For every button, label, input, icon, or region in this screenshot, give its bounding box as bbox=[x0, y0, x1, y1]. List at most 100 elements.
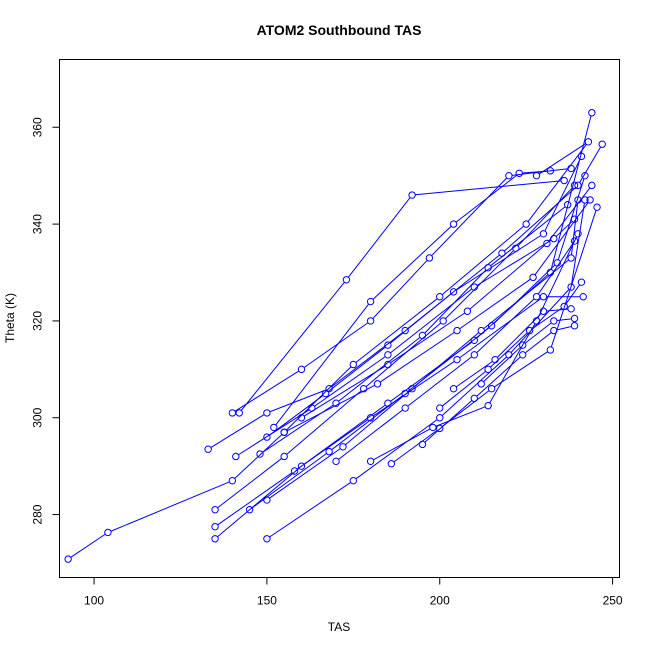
series-10-segment-0 bbox=[240, 281, 345, 411]
series-15-segment-2 bbox=[469, 245, 545, 310]
series-21-segment-2 bbox=[546, 308, 568, 312]
series-5-point-5 bbox=[570, 181, 579, 190]
series-2-point-5 bbox=[574, 181, 582, 190]
chart-title: ATOM2 Southbound TAS bbox=[257, 22, 422, 38]
series-4-segment-2 bbox=[372, 361, 455, 417]
series-10-point-1 bbox=[342, 276, 351, 284]
series-12-point-0 bbox=[270, 423, 278, 432]
series-14-point-3 bbox=[529, 273, 537, 282]
x-tick-label-3: 250 bbox=[603, 594, 623, 608]
series-20-segment-2 bbox=[531, 307, 562, 330]
series-5-point-0 bbox=[211, 506, 219, 514]
series-6-point-3 bbox=[425, 254, 434, 262]
series-4-segment-3 bbox=[459, 298, 542, 359]
series-14-segment-0 bbox=[286, 384, 375, 432]
series-2-point-0 bbox=[204, 445, 212, 453]
x-axis: 100 150 200 250 bbox=[84, 577, 623, 608]
series-0-point-8 bbox=[532, 171, 541, 180]
series-5-point-3 bbox=[439, 317, 447, 325]
series-17-point-2 bbox=[484, 401, 492, 410]
series-13-segment-2 bbox=[424, 269, 487, 334]
series-0-point-4 bbox=[349, 360, 358, 369]
series-15-point-0 bbox=[297, 414, 306, 422]
series-20-point-1 bbox=[484, 365, 492, 374]
series-10-point-2 bbox=[408, 191, 416, 199]
series-7-point-3 bbox=[470, 283, 479, 291]
series-4-point-1 bbox=[290, 467, 299, 475]
series-11-point-5 bbox=[577, 152, 586, 161]
series-0-point-5 bbox=[436, 293, 444, 301]
series-13-point-4 bbox=[563, 201, 572, 209]
x-tick-label-1: 150 bbox=[257, 594, 277, 608]
series-1-segment-0 bbox=[217, 467, 300, 538]
series-4-point-5 bbox=[579, 293, 587, 301]
series-14-point-4 bbox=[586, 196, 594, 204]
series-21-point-3 bbox=[567, 305, 575, 313]
series-11-segment-0 bbox=[269, 395, 324, 436]
series-0-segment-5 bbox=[441, 225, 525, 296]
series-9-point-2 bbox=[408, 384, 416, 393]
series-17-segment-1 bbox=[435, 406, 486, 427]
series-22-segment-2 bbox=[556, 318, 572, 322]
series-22-segment-1 bbox=[524, 322, 552, 344]
series-12-point-3 bbox=[515, 169, 523, 177]
series-8-segment-3 bbox=[493, 264, 556, 324]
y-tick-label-3: 340 bbox=[31, 214, 45, 234]
series-4-point-4 bbox=[539, 293, 548, 301]
series-1-point-5 bbox=[588, 109, 596, 117]
y-tick-label-1: 300 bbox=[31, 407, 45, 427]
series-6-point-1 bbox=[297, 365, 306, 374]
series-0-segment-0 bbox=[70, 533, 106, 558]
series-6-point-5 bbox=[567, 164, 575, 173]
series-0-point-2 bbox=[228, 476, 237, 485]
series-8-point-2 bbox=[401, 389, 409, 398]
series-5-segment-2 bbox=[365, 322, 442, 388]
series-11-point-2 bbox=[384, 341, 392, 349]
series-18-point-2 bbox=[487, 384, 496, 393]
series-21-segment-0 bbox=[455, 361, 493, 388]
series-18-point-4 bbox=[593, 203, 601, 211]
series-0-point-0 bbox=[64, 555, 72, 563]
series-9-point-3 bbox=[477, 326, 485, 335]
series-7-point-4 bbox=[550, 234, 558, 243]
series-7-segment-2 bbox=[390, 288, 473, 354]
series-21-point-2 bbox=[539, 307, 548, 315]
series-11-point-3 bbox=[449, 288, 458, 296]
series-0-segment-4 bbox=[355, 298, 438, 363]
series-15-point-3 bbox=[543, 239, 551, 248]
series-0-segment-7 bbox=[538, 143, 586, 175]
series-16-segment-0 bbox=[338, 409, 403, 460]
series-8-segment-1 bbox=[331, 395, 403, 451]
series-7-point-2 bbox=[384, 351, 392, 359]
series-6-point-2 bbox=[366, 317, 375, 325]
plot-frame bbox=[59, 59, 620, 578]
series-12-point-4 bbox=[546, 167, 555, 175]
series-20-segment-0 bbox=[441, 370, 486, 407]
series-0-point-1 bbox=[104, 528, 112, 537]
series-18-point-3 bbox=[546, 346, 555, 354]
series-9-point-1 bbox=[339, 443, 347, 451]
series-5-segment-1 bbox=[286, 390, 362, 455]
series-10-point-3 bbox=[560, 176, 568, 185]
y-axis: 280 300 320 340 360 bbox=[31, 117, 60, 525]
series-8-point-1 bbox=[325, 447, 333, 456]
series-20-segment-3 bbox=[565, 284, 581, 305]
series-11-segment-3 bbox=[455, 235, 542, 291]
series-5-point-1 bbox=[280, 452, 288, 461]
series-18-segment-2 bbox=[493, 351, 548, 388]
series-2-segment-1 bbox=[269, 389, 327, 413]
series-19-segment-1 bbox=[476, 356, 521, 397]
series-1-point-0 bbox=[211, 535, 219, 543]
series-8-segment-4 bbox=[557, 178, 585, 260]
series-4-point-0 bbox=[211, 522, 219, 531]
series-15-segment-0 bbox=[303, 365, 386, 417]
series-21-point-0 bbox=[449, 384, 458, 393]
series-7-segment-1 bbox=[314, 356, 386, 407]
series-19-segment-0 bbox=[424, 400, 473, 443]
series-20-point-0 bbox=[436, 404, 444, 412]
series-6-point-0 bbox=[228, 409, 237, 417]
series-9-point-4 bbox=[567, 254, 575, 262]
series-2-segment-2 bbox=[331, 332, 403, 388]
series-19-point-1 bbox=[470, 394, 479, 403]
